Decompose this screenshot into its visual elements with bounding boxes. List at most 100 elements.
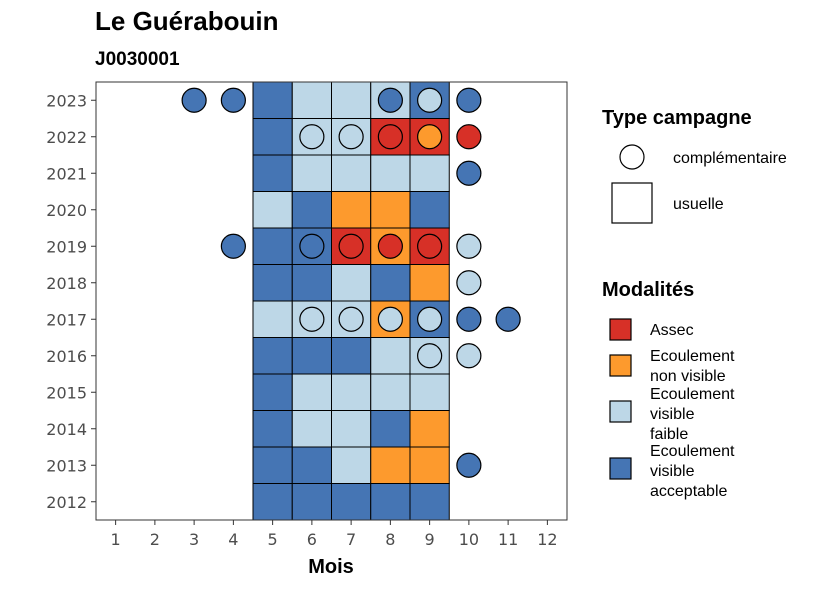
usuelle-cell-2013-7 <box>331 446 372 484</box>
legend-key-enva <box>609 354 632 377</box>
usuelle-cell-2012-5 <box>252 483 293 521</box>
y-tick-label-2023: 2023 <box>46 91 87 110</box>
complementaire-point-2022-6 <box>299 124 325 150</box>
complementaire-point-2019-10 <box>456 233 482 259</box>
y-tick-label-2018: 2018 <box>46 274 87 293</box>
complementaire-point-2017-7 <box>338 306 364 332</box>
usuelle-cell-2020-5 <box>252 191 293 229</box>
complementaire-points <box>181 87 521 478</box>
y-tick-label-2022: 2022 <box>46 128 87 147</box>
complementaire-point-2019-7 <box>338 233 364 259</box>
usuelle-cell-2021-5 <box>252 154 293 192</box>
usuelle-cell-2015-7 <box>331 373 372 411</box>
complementaire-point-2017-8 <box>377 306 403 332</box>
complementaire-point-2016-10 <box>456 343 482 369</box>
y-tick-label-2012: 2012 <box>46 493 87 512</box>
x-axis-label: Mois <box>308 556 354 578</box>
complementaire-point-2023-9 <box>417 87 443 113</box>
legend-key-assec <box>609 318 632 341</box>
legend-type-title: Type campagne <box>602 107 752 129</box>
complementaire-point-2019-4 <box>220 233 246 259</box>
complementaire-point-2019-6 <box>299 233 325 259</box>
usuelle-cell-2014-7 <box>331 410 372 448</box>
chart-title: Le Guérabouin <box>95 6 278 36</box>
usuelle-cell-2018-8 <box>370 264 411 302</box>
usuelle-cell-2015-9 <box>409 373 450 411</box>
usuelle-cell-2012-7 <box>331 483 372 521</box>
usuelle-cell-2018-7 <box>331 264 372 302</box>
legend-key-eva <box>609 457 632 480</box>
x-axis-ticks: 1 2 3 4 5 6 7 8 9 10 11 12 <box>111 520 558 549</box>
x-tick-label-6: 6 <box>307 530 317 549</box>
y-tick-label-2016: 2016 <box>46 347 87 366</box>
legend-label-enva: Ecoulement non visible <box>650 348 735 385</box>
legend-label-assec: Assec <box>650 322 694 339</box>
x-tick-label-5: 5 <box>268 530 278 549</box>
usuelle-cell-2016-6 <box>291 337 332 375</box>
usuelle-cell-2023-5 <box>252 81 293 119</box>
legend-key-evf <box>609 400 632 423</box>
usuelle-cell-2019-5 <box>252 227 293 265</box>
legend-label-evf: Ecoulement visible faible <box>650 386 735 443</box>
complementaire-point-2022-8 <box>377 124 403 150</box>
usuelle-cell-2021-7 <box>331 154 372 192</box>
complementaire-point-2022-10 <box>456 124 482 150</box>
usuelle-cell-2012-9 <box>409 483 450 521</box>
y-tick-label-2021: 2021 <box>46 164 87 183</box>
complementaire-point-2023-4 <box>220 87 246 113</box>
complementaire-point-2019-9 <box>417 233 443 259</box>
x-tick-label-2: 2 <box>150 530 160 549</box>
plot-panel-border <box>95 81 568 521</box>
legend-label-usuelle: usuelle <box>673 196 724 213</box>
usuelle-cell-2023-7 <box>331 81 372 119</box>
usuelle-cell-2022-5 <box>252 118 293 156</box>
usuelle-cell-2021-9 <box>409 154 450 192</box>
x-tick-label-10: 10 <box>459 530 479 549</box>
complementaire-point-2018-10 <box>456 270 482 296</box>
usuelle-cell-2014-6 <box>291 410 332 448</box>
complementaire-point-2017-11 <box>495 306 521 332</box>
usuelle-cells <box>252 81 450 521</box>
usuelle-cell-2021-6 <box>291 154 332 192</box>
y-tick-label-2017: 2017 <box>46 310 87 329</box>
x-tick-label-4: 4 <box>228 530 238 549</box>
legend-label-eva: Ecoulement visible acceptable <box>650 443 735 500</box>
x-tick-label-12: 12 <box>537 530 557 549</box>
usuelle-cell-2014-8 <box>370 410 411 448</box>
complementaire-point-2017-10 <box>456 306 482 332</box>
complementaire-point-2017-9 <box>417 306 443 332</box>
usuelle-cell-2013-9 <box>409 446 450 484</box>
x-tick-label-3: 3 <box>189 530 199 549</box>
usuelle-cell-2020-7 <box>331 191 372 229</box>
usuelle-cell-2015-8 <box>370 373 411 411</box>
y-axis-ticks: 2012 2013 2014 2015 2016 2017 2018 2019 2020 2021… <box>46 91 96 512</box>
complementaire-point-2019-8 <box>377 233 403 259</box>
usuelle-cell-2012-8 <box>370 483 411 521</box>
complementaire-point-2016-9 <box>417 343 443 369</box>
usuelle-cell-2020-6 <box>291 191 332 229</box>
y-tick-label-2019: 2019 <box>46 237 87 256</box>
complementaire-point-2021-10 <box>456 160 482 186</box>
usuelle-cell-2012-6 <box>291 483 332 521</box>
complementaire-point-2013-10 <box>456 452 482 478</box>
complementaire-point-2022-9 <box>417 124 443 150</box>
legend-modalites-title: Modalités <box>602 279 694 301</box>
complementaire-point-2023-10 <box>456 87 482 113</box>
legend-circle-key <box>619 144 645 170</box>
complementaire-point-2022-7 <box>338 124 364 150</box>
usuelle-cell-2016-7 <box>331 337 372 375</box>
usuelle-cell-2021-8 <box>370 154 411 192</box>
x-tick-label-8: 8 <box>385 530 395 549</box>
usuelle-cell-2013-5 <box>252 446 293 484</box>
usuelle-cell-2018-6 <box>291 264 332 302</box>
usuelle-cell-2016-8 <box>370 337 411 375</box>
usuelle-cell-2017-5 <box>252 300 293 338</box>
y-tick-label-2015: 2015 <box>46 383 87 402</box>
complementaire-point-2023-3 <box>181 87 207 113</box>
usuelle-cell-2018-9 <box>409 264 450 302</box>
legend-label-complementaire: complémentaire <box>673 150 787 167</box>
complementaire-point-2017-6 <box>299 306 325 332</box>
usuelle-cell-2015-5 <box>252 373 293 411</box>
